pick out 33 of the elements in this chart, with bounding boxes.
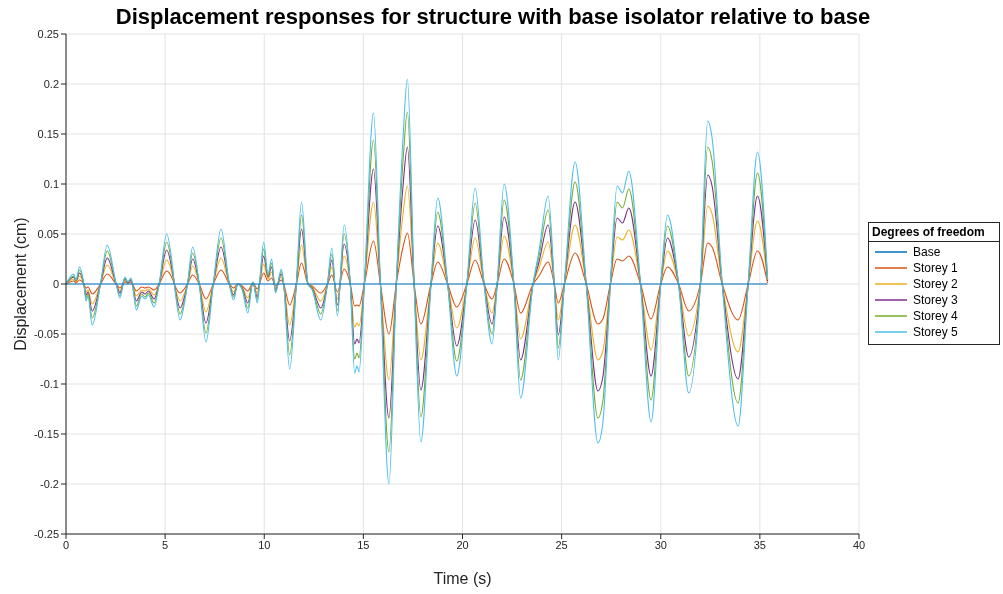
y-tick-label: 0.25	[37, 27, 59, 40]
y-tick-label: 0.15	[37, 127, 59, 140]
x-tick-label: 30	[654, 538, 667, 551]
x-tick-label: 25	[555, 538, 568, 551]
legend-label: Storey 3	[913, 293, 958, 307]
legend-label: Storey 1	[913, 261, 958, 275]
legend-label: Storey 4	[913, 309, 958, 323]
legend-label: Storey 5	[913, 325, 958, 339]
legend-title: Degrees of freedom	[869, 223, 999, 242]
y-tick-label: 0.1	[43, 177, 59, 190]
line-series	[66, 232, 769, 335]
y-tick-label: -0.2	[40, 477, 59, 490]
line-series	[66, 78, 769, 485]
y-tick-label: -0.25	[33, 527, 59, 540]
x-tick-label: 10	[258, 538, 271, 551]
x-axis-title: Time (s)	[433, 570, 492, 587]
y-tick-label: -0.1	[40, 377, 59, 390]
legend-label: Base	[913, 245, 941, 259]
y-tick-label: 0.05	[37, 227, 59, 240]
chart-title: Displacement responses for structure with base isolator relative to base	[115, 4, 871, 29]
legend-label: Storey 2	[913, 277, 958, 291]
y-tick-label: 0.2	[43, 77, 59, 90]
x-tick-label: 20	[456, 538, 469, 551]
x-tick-label: 15	[357, 538, 370, 551]
y-tick-label: 0	[52, 277, 59, 290]
x-tick-label: 0	[62, 538, 70, 551]
y-axis-title: Displacement (cm)	[11, 217, 29, 351]
x-tick-label: 35	[753, 538, 766, 551]
y-tick-label: -0.05	[33, 327, 59, 340]
x-tick-label: 5	[162, 538, 169, 551]
y-tick-label: -0.15	[33, 427, 59, 440]
line-series	[66, 185, 769, 381]
x-tick-label: 40	[852, 538, 866, 551]
